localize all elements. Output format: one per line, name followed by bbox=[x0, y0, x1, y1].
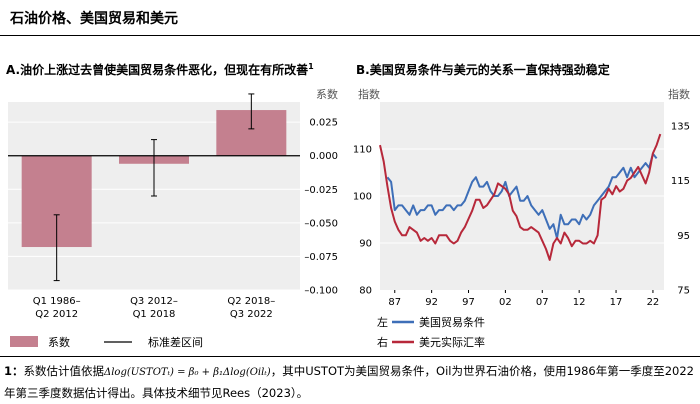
panel-b-x-ticks: 87 92 97 02 07 12 17 22 bbox=[388, 290, 659, 308]
panel-a-y-tick-label: –0.050 bbox=[304, 218, 338, 229]
panel-b-right-ticks: 75 95 115 135 bbox=[671, 121, 690, 296]
panel-b-right-tick-label: 95 bbox=[677, 231, 690, 242]
panel-a-legend: 系数 标准差区间 bbox=[10, 335, 203, 349]
top-divider bbox=[0, 35, 700, 36]
panel-b-right-tick-label: 115 bbox=[671, 176, 690, 187]
panel-b-chart: 80 90 100 110 75 95 115 135 87 92 97 02 07 12 17 22 指… bbox=[353, 87, 690, 308]
panel-b-title: B.美国贸易条件与美元的关系一直保持强劲稳定 bbox=[356, 63, 610, 77]
panel-a-y-tick-label: 0.000 bbox=[309, 151, 338, 162]
panel-a-x-tick-line: Q2 2018– bbox=[227, 296, 275, 307]
panel-a-chart: 0.025 0.000 –0.025 –0.050 –0.075 –0.100 Q1 19… bbox=[8, 88, 338, 320]
panel-b-left-tick-label: 100 bbox=[353, 192, 372, 203]
panel-a-x-tick-label: Q2 2018– Q3 2022 bbox=[227, 296, 275, 320]
legend-bar-label: 系数 bbox=[48, 336, 70, 349]
panel-b-x-tick-label: 87 bbox=[388, 297, 401, 308]
panel-b-x-tick-label: 92 bbox=[425, 297, 438, 308]
legend-right-prefix: 右 bbox=[377, 335, 388, 349]
panel-b-x-tick-label: 12 bbox=[573, 297, 586, 308]
panel-a-y-axis-name: 系数 bbox=[316, 88, 338, 101]
panel-a-y-tick-label: –0.100 bbox=[304, 286, 338, 297]
panel-b-left-ticks: 80 90 100 110 bbox=[353, 145, 372, 297]
panel-b-series-real-exchange-rate bbox=[379, 133, 662, 261]
panel-b-x-tick-label: 17 bbox=[610, 297, 623, 308]
panel-a-x-tick-line: Q1 1986– bbox=[33, 296, 81, 307]
panel-b-x-tick-label: 07 bbox=[536, 297, 549, 308]
legend-ci-label: 标准差区间 bbox=[148, 335, 203, 349]
panel-b-gridlines bbox=[380, 148, 664, 244]
panel-b-series-terms-of-trade bbox=[386, 152, 658, 240]
footnote-marker: 1： bbox=[4, 364, 24, 378]
panel-b-lines bbox=[379, 133, 662, 261]
panel-a-x-tick-line: Q1 2018 bbox=[133, 309, 176, 320]
legend-series-1-label: 美国贸易条件 bbox=[419, 315, 485, 329]
panel-a-x-tick-line: Q3 2012– bbox=[130, 296, 178, 307]
panel-b-left-tick-label: 80 bbox=[359, 286, 372, 297]
panel-b-x-tick-label: 97 bbox=[462, 297, 475, 308]
panel-a-x-tick-label: Q1 1986– Q2 2012 bbox=[33, 296, 81, 320]
legend-bar-swatch bbox=[10, 336, 38, 347]
panel-a-y-tick-label: –0.075 bbox=[304, 252, 338, 263]
panel-a-x-ticks: Q1 1986– Q2 2012 Q3 2012– Q1 2018 Q2 2018– Q3… bbox=[33, 296, 276, 320]
panel-a-x-tick-line: Q2 2012 bbox=[35, 309, 78, 320]
panel-a-y-tick-label: –0.025 bbox=[304, 185, 338, 196]
panel-b-left-tick-label: 90 bbox=[359, 239, 372, 250]
panel-b-left-axis-name: 指数 bbox=[358, 87, 380, 101]
panel-a-x-tick-label: Q3 2012– Q1 2018 bbox=[130, 296, 178, 320]
panel-a-y-ticks: 0.025 0.000 –0.025 –0.050 –0.075 –0.100 bbox=[304, 118, 338, 297]
panel-a-title-text: A.油价上涨过去曾使美国贸易条件恶化，但现在有所改善 bbox=[6, 63, 309, 77]
legend-left-prefix: 左 bbox=[377, 316, 388, 329]
panel-b-legend: 左 美国贸易条件 右 美元实际汇率 bbox=[377, 315, 485, 349]
panel-a-error-bars bbox=[53, 93, 255, 282]
panel-b-x-tick-label: 22 bbox=[647, 297, 660, 308]
footnote-pre: 系数估计值依据 bbox=[23, 364, 105, 378]
footnote-post: ，其中USTOT为美国贸易条件，Oil为世界石油价格，使用1986年第一季度至2… bbox=[4, 364, 694, 400]
footnote: 1：系数估计值依据Δlog(USTOTₜ) = β₀ + β₁Δlog(Oilₜ… bbox=[4, 361, 694, 403]
panel-b-right-axis-name: 指数 bbox=[668, 87, 690, 101]
panel-b-right-tick-label: 75 bbox=[677, 286, 690, 297]
legend-series-2-label: 美元实际汇率 bbox=[419, 335, 485, 349]
panel-a-title: A.油价上涨过去曾使美国贸易条件恶化，但现在有所改善1 bbox=[6, 61, 314, 78]
footnote-divider bbox=[0, 356, 700, 357]
panel-b-left-tick-label: 110 bbox=[353, 145, 372, 156]
page-title: 石油价格、美国贸易和美元 bbox=[10, 11, 178, 27]
panel-b-right-tick-label: 135 bbox=[671, 121, 690, 132]
panel-a-y-tick-label: 0.025 bbox=[309, 118, 338, 129]
panel-a-x-tick-line: Q3 2022 bbox=[230, 309, 273, 320]
panel-a-title-footnote-ref: 1 bbox=[308, 62, 314, 71]
footnote-formula: Δlog(USTOTₜ) = β₀ + β₁Δlog(Oilₜ) bbox=[104, 367, 271, 378]
panel-b-x-tick-label: 02 bbox=[499, 297, 512, 308]
